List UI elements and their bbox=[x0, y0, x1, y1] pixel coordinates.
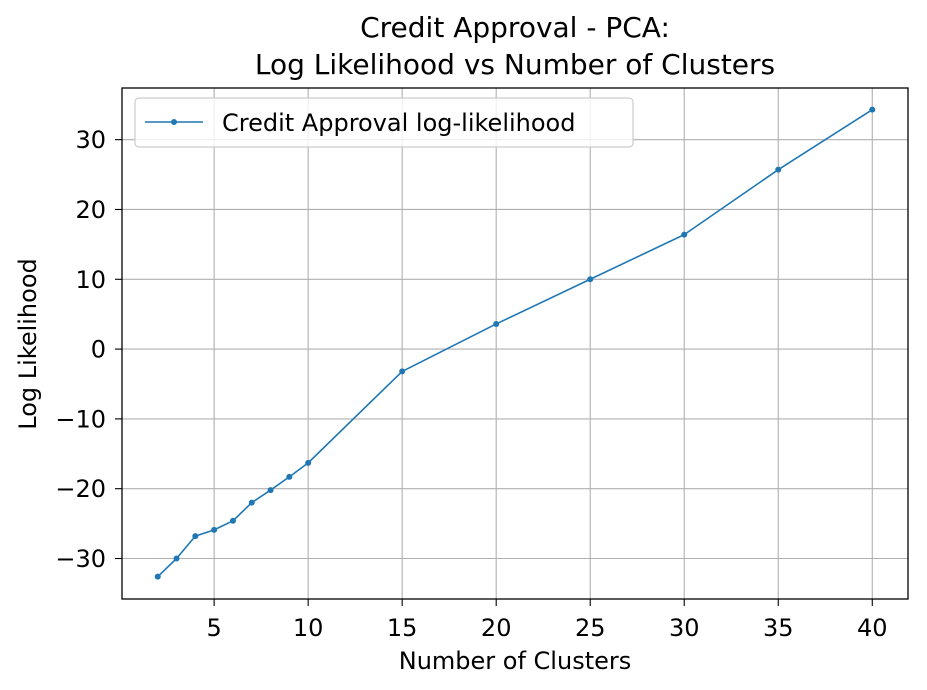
data-point bbox=[267, 487, 274, 494]
data-point bbox=[154, 573, 161, 580]
data-point bbox=[775, 166, 782, 173]
x-tick-label: 15 bbox=[387, 614, 418, 642]
x-tick-label: 20 bbox=[481, 614, 512, 642]
y-tick-label: 30 bbox=[75, 126, 106, 154]
data-point bbox=[192, 533, 199, 540]
axis-ticks: 5 10 15 20 25 30 35 40 −30 −20 −10 0 10 20 30 bbox=[55, 126, 887, 642]
chart-title-line-1: Credit Approval - PCA: bbox=[360, 11, 670, 44]
data-point bbox=[587, 276, 594, 283]
x-tick-label: 25 bbox=[575, 614, 606, 642]
y-tick-label: 0 bbox=[91, 336, 106, 364]
data-point bbox=[399, 368, 406, 375]
plot-frame bbox=[121, 87, 909, 600]
legend-label: Credit Approval log-likelihood bbox=[222, 109, 575, 137]
x-axis-label: Number of Clusters bbox=[399, 647, 632, 675]
legend: Credit Approval log-likelihood bbox=[134, 97, 634, 148]
series-layer bbox=[154, 106, 876, 580]
chart-title-line-2: Log Likelihood vs Number of Clusters bbox=[255, 48, 775, 81]
x-tick-label: 10 bbox=[293, 614, 324, 642]
legend-box bbox=[134, 97, 634, 148]
data-point bbox=[305, 459, 312, 466]
y-tick-label: 10 bbox=[75, 266, 106, 294]
data-point bbox=[493, 320, 500, 327]
y-axis-label: Log Likelihood bbox=[14, 258, 42, 430]
data-point bbox=[248, 499, 255, 506]
data-point bbox=[173, 555, 180, 562]
x-tick-label: 5 bbox=[206, 614, 221, 642]
y-tick-label: −20 bbox=[55, 475, 106, 503]
y-tick-label: 20 bbox=[75, 196, 106, 224]
x-tick-label: 30 bbox=[669, 614, 700, 642]
data-point bbox=[869, 106, 876, 113]
data-point bbox=[211, 526, 218, 533]
legend-marker-swatch bbox=[171, 119, 177, 125]
y-tick-label: −10 bbox=[55, 405, 106, 433]
data-point bbox=[681, 231, 688, 238]
data-point bbox=[286, 473, 293, 480]
data-point bbox=[229, 517, 236, 524]
x-tick-label: 40 bbox=[857, 614, 888, 642]
x-tick-label: 35 bbox=[763, 614, 794, 642]
y-tick-label: −30 bbox=[55, 545, 106, 573]
